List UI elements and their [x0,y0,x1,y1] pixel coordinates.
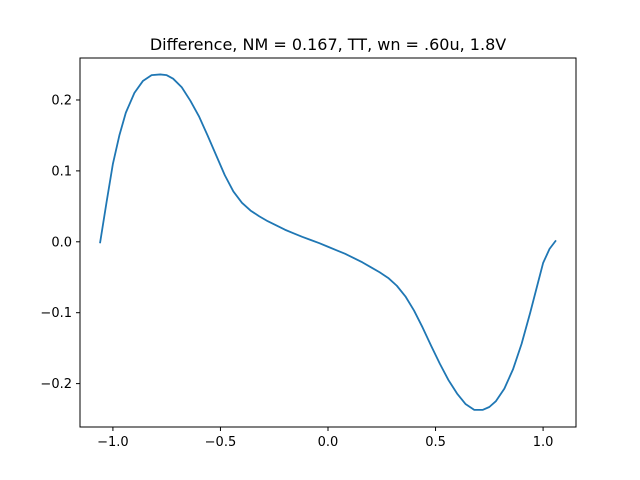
y-tick-label: 0.1 [51,164,72,179]
x-tick-label: 1.0 [533,435,554,450]
x-tick-label: 0.5 [425,435,446,450]
y-tick-label: −0.1 [40,306,72,321]
plot-area: −1.0 −0.5 0.0 0.5 1.0 −0.2 −0.1 0.0 0.1 0.2 [40,57,577,450]
chart-title: Difference, NM = 0.167, TT, wn = .60u, 1… [150,35,506,54]
x-tick-label: −1.0 [97,435,129,450]
x-tick-label: 0.0 [318,435,339,450]
y-tick-label: −0.2 [40,377,72,392]
y-tick-label: 0.0 [51,235,72,250]
x-tick-label: −0.5 [205,435,237,450]
y-tick-label: 0.2 [51,93,72,108]
series-line-0 [99,73,557,411]
